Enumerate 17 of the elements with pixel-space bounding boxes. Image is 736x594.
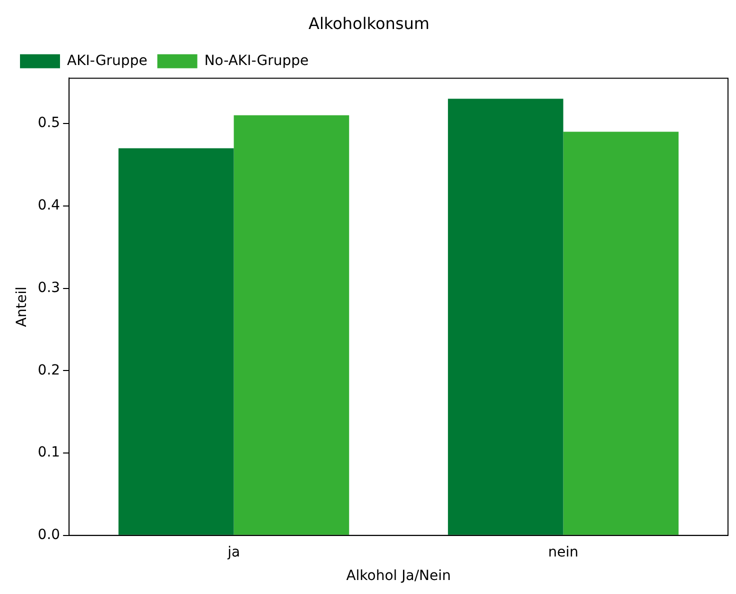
y-tick-label: 0.4 (38, 198, 60, 214)
legend-label: AKI-Gruppe (67, 52, 148, 69)
y-tick-label: 0.3 (38, 280, 60, 296)
bar (234, 115, 350, 535)
y-axis-title: Anteil (14, 286, 30, 327)
y-tick-label: 0.5 (38, 115, 60, 132)
x-tick-label: ja (226, 544, 240, 560)
y-tick-label: 0.2 (38, 362, 60, 378)
chart-title: Alkoholkonsum (308, 14, 430, 33)
y-tick-label: 0.0 (38, 527, 60, 544)
y-tick-label: 0.1 (38, 444, 60, 461)
x-tick-label: nein (548, 544, 578, 560)
bar (563, 132, 679, 535)
x-axis-title: Alkohol Ja/Nein (346, 568, 451, 584)
bar (118, 148, 234, 535)
legend-label: No-AKI-Gruppe (204, 52, 309, 69)
bar (448, 98, 564, 535)
